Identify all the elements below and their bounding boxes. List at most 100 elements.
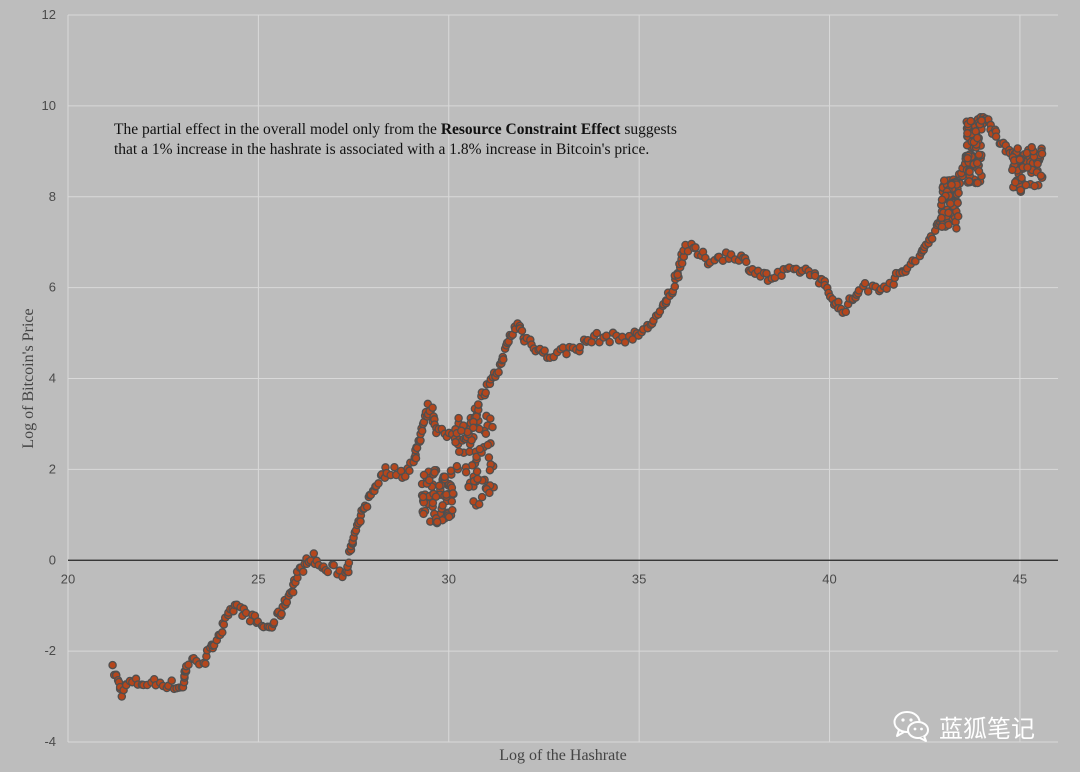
- data-point: [430, 468, 439, 477]
- data-point: [963, 129, 972, 138]
- data-point: [485, 465, 495, 475]
- y-axis-title: Log of Bitcoin's Price: [20, 308, 37, 448]
- data-points: [108, 112, 1047, 701]
- data-point: [425, 475, 434, 485]
- data-point: [481, 429, 491, 438]
- y-tick-label: -4: [44, 734, 56, 749]
- data-point: [972, 158, 982, 168]
- data-point: [841, 307, 851, 317]
- data-point: [483, 440, 493, 450]
- data-point: [911, 257, 920, 266]
- wechat-icon: [893, 709, 931, 743]
- data-point: [974, 167, 984, 176]
- data-point: [344, 558, 354, 568]
- y-tick-label: 6: [49, 280, 56, 295]
- watermark-text: 蓝狐笔记: [939, 714, 1035, 743]
- grid-lines: [67, 14, 1058, 743]
- data-point: [277, 609, 286, 619]
- data-point: [475, 444, 485, 454]
- annotation-text-after: suggests that a 1% increase in the hashr…: [114, 121, 677, 158]
- data-point: [1015, 155, 1025, 164]
- data-point: [966, 116, 975, 126]
- data-point: [562, 349, 571, 359]
- data-point: [417, 426, 427, 436]
- data-point: [1017, 173, 1026, 183]
- data-point: [219, 620, 229, 629]
- data-point: [605, 337, 614, 347]
- data-point: [473, 400, 483, 409]
- annotation-bold-term: Resource Constraint Effect: [440, 121, 621, 138]
- data-point: [464, 482, 473, 492]
- data-point: [1008, 165, 1017, 175]
- data-point: [742, 257, 751, 267]
- data-point: [540, 346, 549, 355]
- data-point: [1030, 181, 1039, 191]
- data-point: [418, 492, 428, 502]
- data-point: [419, 470, 429, 480]
- data-point: [1036, 171, 1046, 180]
- x-axis-title: Log of the Hashrate: [499, 747, 627, 764]
- data-point: [428, 403, 437, 412]
- data-point: [494, 367, 503, 377]
- data-point: [448, 505, 457, 515]
- data-point: [937, 222, 947, 231]
- data-point: [298, 567, 308, 577]
- data-point: [469, 423, 478, 433]
- data-point: [454, 413, 463, 423]
- data-point: [937, 195, 947, 204]
- data-point: [937, 213, 946, 223]
- data-point: [1016, 185, 1025, 195]
- data-point: [411, 453, 421, 463]
- data-point: [167, 676, 176, 685]
- data-point: [944, 208, 953, 218]
- data-point: [673, 270, 682, 279]
- y-tick-label: 2: [49, 461, 56, 476]
- data-point: [517, 326, 527, 336]
- data-point: [269, 618, 279, 627]
- data-point: [620, 338, 630, 347]
- data-point: [457, 426, 466, 436]
- data-point: [481, 388, 490, 398]
- data-point: [473, 474, 482, 484]
- y-tick-label: 0: [49, 552, 56, 567]
- data-point: [964, 177, 974, 186]
- data-point: [670, 282, 680, 291]
- data-point: [454, 447, 464, 456]
- data-point: [954, 188, 963, 198]
- y-tick-label: 10: [42, 98, 56, 113]
- watermark: 蓝狐笔记: [893, 706, 1035, 746]
- y-tick-label: 8: [49, 189, 56, 204]
- data-point: [432, 517, 442, 527]
- data-point: [499, 355, 508, 364]
- data-point: [1027, 143, 1036, 152]
- data-point: [108, 660, 117, 670]
- data-point: [974, 150, 984, 159]
- x-tick-label: 25: [251, 571, 265, 586]
- data-point: [448, 489, 458, 498]
- data-point: [419, 509, 428, 519]
- data-point: [592, 328, 602, 338]
- x-tick-label: 30: [442, 571, 456, 586]
- tick-labels: -4 -2 0 2 4 6 8 10 12 20 25 30 35 40 45: [42, 7, 1028, 749]
- data-point: [486, 414, 495, 423]
- data-point: [401, 472, 410, 481]
- data-point: [977, 116, 986, 125]
- data-point: [927, 234, 937, 244]
- data-point: [889, 280, 898, 289]
- data-point: [965, 167, 974, 176]
- data-point: [953, 212, 963, 221]
- data-point: [451, 438, 460, 447]
- data-point: [1037, 149, 1047, 159]
- data-point: [472, 467, 482, 476]
- y-tick-label: 4: [49, 371, 56, 386]
- x-tick-label: 40: [822, 571, 836, 586]
- x-tick-label: 20: [61, 571, 75, 586]
- data-point: [1023, 163, 1032, 172]
- data-point: [973, 133, 982, 143]
- data-point: [477, 492, 487, 502]
- data-point: [628, 335, 637, 344]
- data-point: [939, 176, 949, 185]
- data-point: [946, 199, 955, 208]
- data-point: [947, 180, 956, 190]
